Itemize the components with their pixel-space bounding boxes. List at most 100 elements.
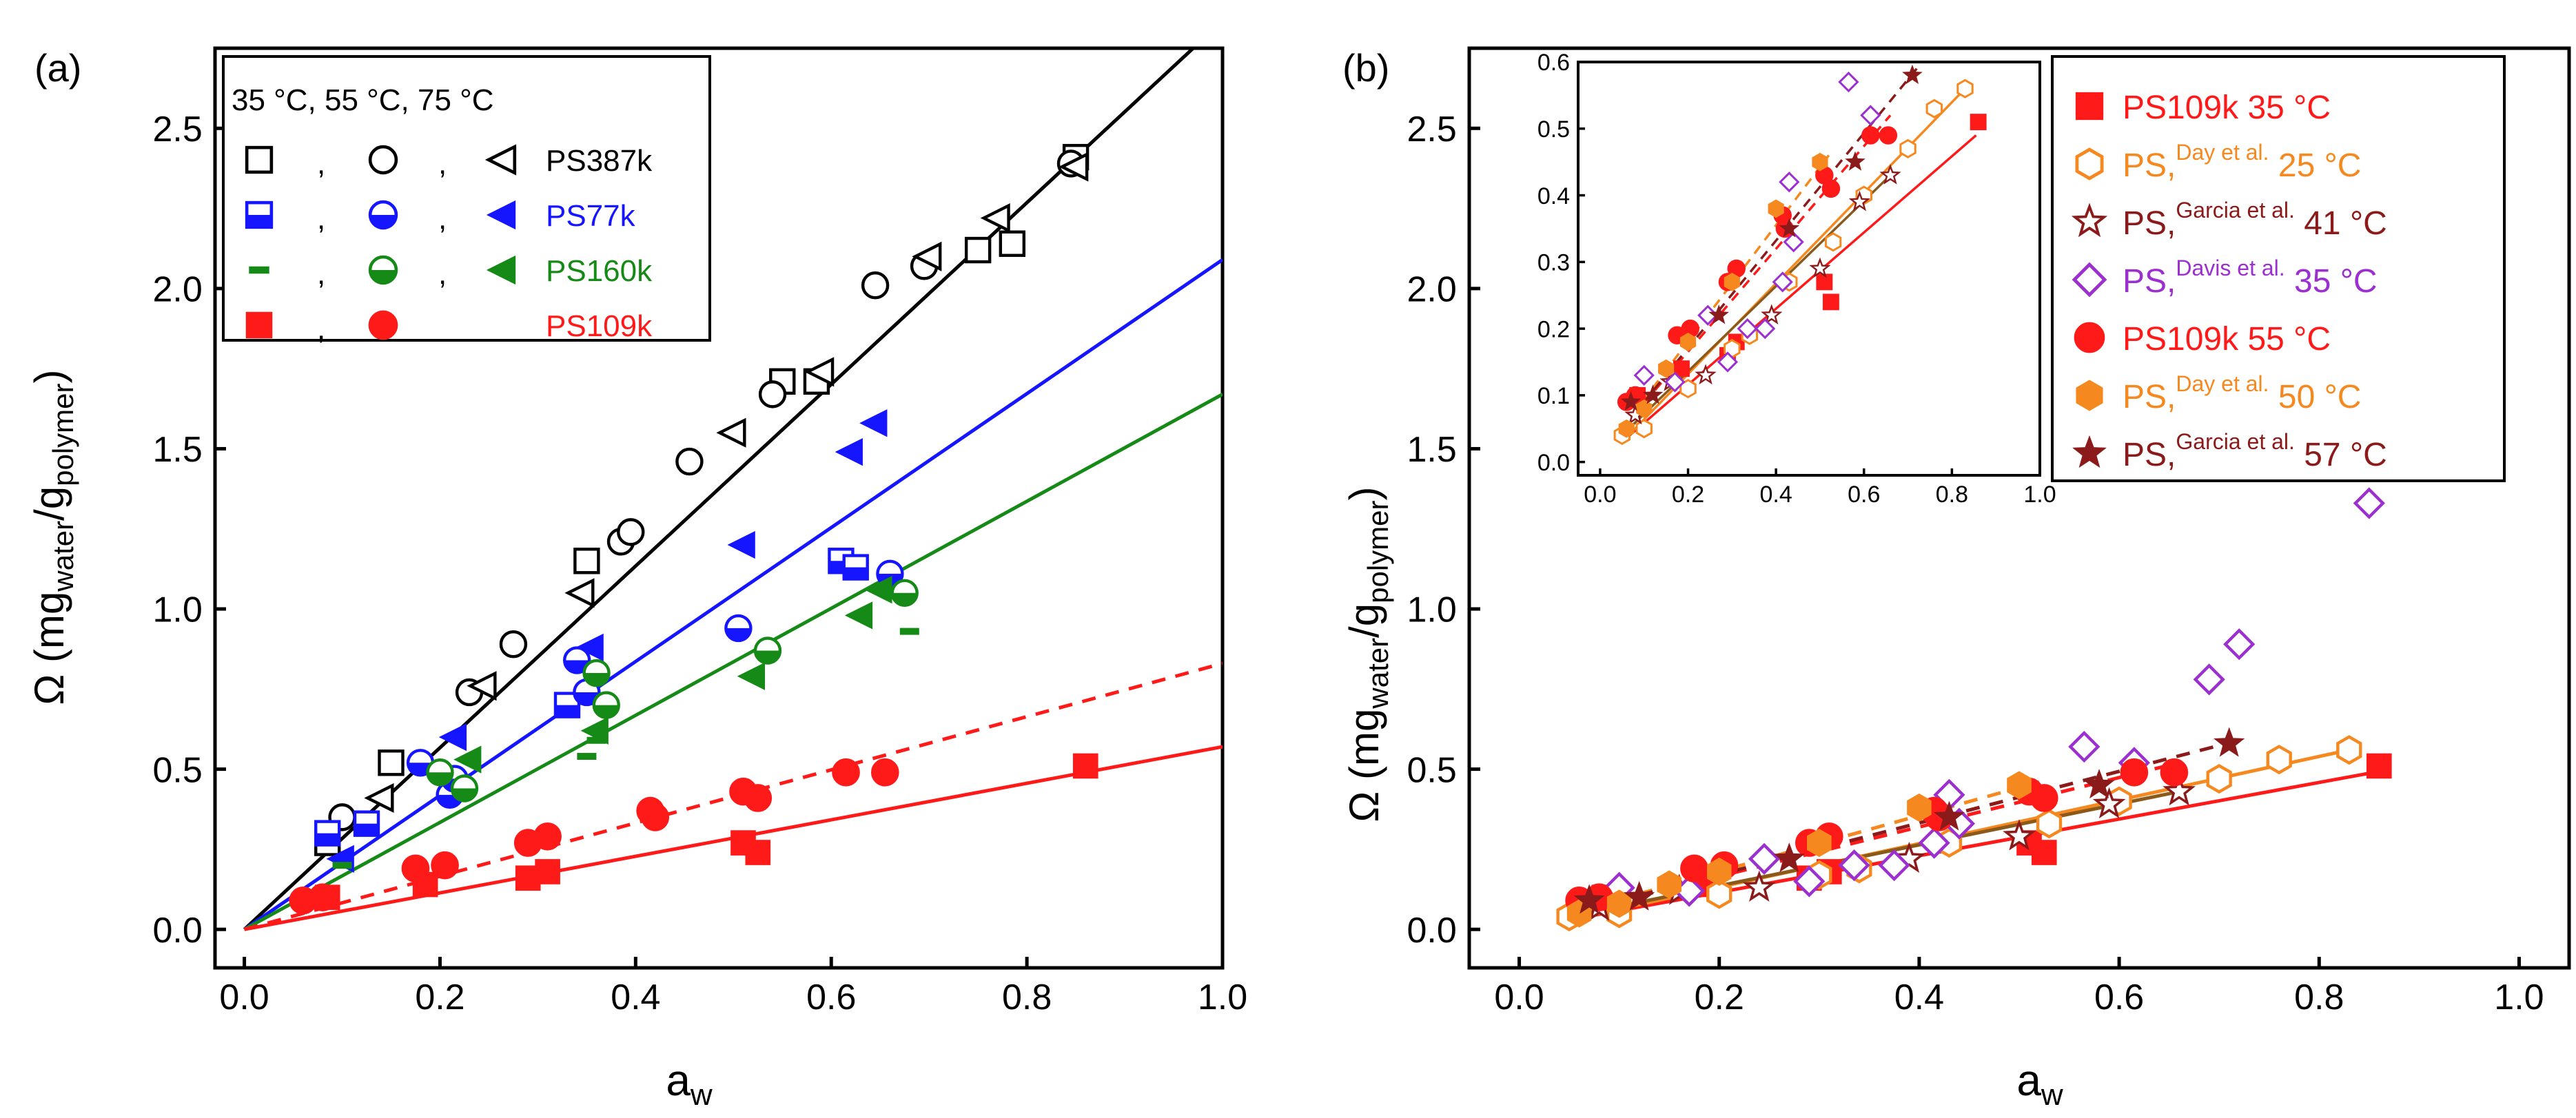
panel-a-data-point (745, 840, 771, 865)
panel-a-x-tick-label: 1.0 (1198, 977, 1247, 1017)
panel-a-data-point (744, 784, 773, 812)
panel-a-data-point (842, 554, 869, 581)
panel-b-data-point (2007, 771, 2032, 800)
panel-b-x-tick-label: 1.0 (2494, 977, 2544, 1017)
panel-b-data-point (1706, 857, 1732, 886)
panel-a-legend-box (222, 55, 711, 342)
panel-a-data-point (964, 236, 992, 264)
panel-b-legend-box (2051, 55, 2506, 482)
panel-a-data-point (575, 633, 604, 661)
panel-a-data-point (890, 579, 919, 607)
legend-a-marker (368, 200, 398, 230)
panel-a-data-point (582, 659, 611, 687)
panel-b-data-points (1556, 487, 2392, 932)
panel-a-data-point (573, 548, 600, 574)
legend-b-marker (2074, 322, 2105, 353)
legend-a-marker (368, 145, 398, 175)
panel-a-y-tick-label: 2.5 (153, 110, 203, 149)
panel-a-data-point (426, 758, 454, 787)
panel-b-fit-line (1568, 789, 2180, 919)
legend-a-comma: , (317, 257, 325, 291)
panel-b-y-axis: 0.0 0.5 1.0 1.5 2.0 2.5 (1407, 110, 1480, 951)
panel-b-x-tick-label: 0.8 (2294, 977, 2344, 1017)
panel-b-data-point (2223, 628, 2256, 661)
panel-a-data-point (353, 810, 380, 837)
legend-a-comma: , (438, 257, 447, 291)
inset-data-point (1633, 364, 1655, 386)
panel-a-data-point (724, 614, 753, 643)
panel-b-data-point (2003, 819, 2036, 851)
panel-a-y-tick-label: 1.5 (153, 430, 203, 470)
panel-b-y-tick-label: 0.0 (1407, 911, 1457, 951)
panel-a-data-point (580, 716, 609, 745)
panel-a-data-point (641, 803, 670, 831)
legend-a-comma: , (317, 202, 325, 236)
panel-a-y-axis: 0.0 0.5 1.0 1.5 2.0 2.5 (153, 110, 226, 951)
panel-b-y-tick-label: 1.0 (1407, 590, 1457, 630)
inset-fit-line (1621, 154, 1830, 430)
panel-a-plot-frame (213, 46, 1225, 970)
inset-y-tick-label: 0.4 (1537, 183, 1570, 209)
panel-a-y-tick-label: 2.0 (153, 270, 203, 310)
panel-a: (a) 0.0 0.2 0.4 0.6 0.8 1.0 0.0 0.5 1.0 1.5 2.0 2.… (26, 46, 1247, 1112)
panel-b-data-point (1878, 849, 1910, 882)
panel-a-data-point (835, 437, 863, 466)
panel-a-data-point (592, 691, 620, 719)
panel-b-data-point (2353, 487, 2385, 519)
inset-data-point (1658, 359, 1675, 378)
inset-data-point (1768, 199, 1784, 218)
inset-frame (1577, 61, 2041, 477)
inset-data-point (1902, 64, 1923, 84)
panel-a-data-point (804, 357, 835, 387)
panel-b-data-point (1742, 870, 1776, 902)
inset-data-point (1717, 351, 1739, 373)
panel-a-data-point (753, 636, 782, 665)
panel-a-data-point (364, 783, 394, 814)
panel-b: (b) 0.0 0.2 0.4 0.6 0.8 1.0 0.0 0.5 1.0 1.5 2.0 2.… (1341, 46, 2571, 1112)
panel-a-fit-line (243, 48, 1195, 931)
panel-b-data-point (1624, 880, 1655, 911)
panel-a-fit-line (243, 393, 1223, 931)
panel-b-y-tick-label: 2.0 (1407, 270, 1457, 310)
inset-data-point (1824, 232, 1842, 252)
legend-a-marker (486, 255, 516, 285)
panel-a-data-point (1072, 753, 1098, 779)
legend-b-marker (2075, 92, 2104, 121)
inset-x-tick-label: 0.8 (1936, 482, 1968, 508)
inset-data-point (1845, 151, 1865, 171)
inset-fit-line (1621, 174, 1892, 437)
inset-x-axis: 0.0 0.2 0.4 0.6 0.8 1.0 (1584, 468, 2056, 508)
legend-b-marker (2072, 435, 2107, 468)
panel-a-data-point (431, 851, 459, 880)
panel-a-data-point (859, 409, 888, 437)
panel-a-data-point (535, 859, 560, 884)
panel-b-data-point (1748, 842, 1781, 875)
inset-data-point (1899, 138, 1916, 158)
inset-x-tick-label: 0.6 (1848, 482, 1880, 508)
panel-b-data-point (2336, 735, 2362, 765)
panel-a-x-tick-label: 0.8 (1002, 977, 1052, 1017)
panel-b-data-point (2206, 764, 2232, 794)
legend-a-rows: ,, PS387k,, PS77k,, PS160k, PS109k (245, 144, 653, 346)
panel-a-x-axis: 0.0 0.2 0.4 0.6 0.8 1.0 (219, 957, 1247, 1017)
panel-b-data-point (1773, 842, 1805, 873)
panel-b-data-point (2068, 730, 2100, 763)
inset-y-tick-label: 0.1 (1537, 383, 1570, 409)
panel-b-plot-frame (1467, 46, 2571, 970)
legend-a-marker (368, 255, 398, 285)
panel-a-data-point (1059, 152, 1089, 182)
inset-data-point (1848, 190, 1871, 211)
panel-a-x-tick-label: 0.4 (611, 977, 660, 1017)
inset-y-tick-label: 0.2 (1537, 316, 1570, 342)
inset-data-point (1925, 99, 1943, 118)
panel-b-data-point (2036, 809, 2063, 839)
inset-data-point (1783, 231, 1804, 253)
panel-b-data-point (2367, 753, 2392, 779)
legend-a-marker (486, 200, 516, 230)
panel-b-data-point (1933, 800, 1965, 831)
panel-b-y-axis-label: Ω (mgwater/gpolymer) (1341, 487, 1394, 822)
inset-x-tick-label: 0.4 (1760, 482, 1792, 508)
panel-b-fit-line (1568, 738, 2240, 915)
inset-data-point (1879, 164, 1901, 185)
